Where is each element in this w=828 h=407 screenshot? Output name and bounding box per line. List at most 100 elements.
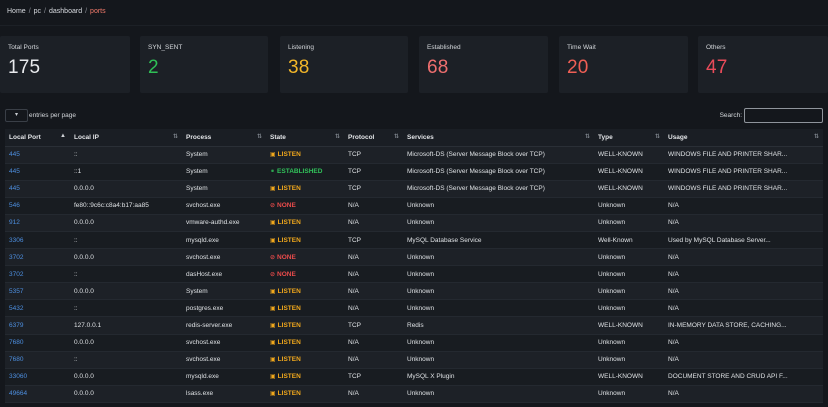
protocol-cell: TCP bbox=[344, 316, 403, 335]
local-port-cell[interactable]: 912 bbox=[5, 214, 70, 232]
process-cell: System bbox=[182, 180, 266, 198]
local-port-cell[interactable]: 445 bbox=[5, 163, 70, 181]
local-port-cell[interactable]: 445 bbox=[5, 146, 70, 164]
local-port-cell[interactable]: 445 bbox=[5, 180, 70, 198]
state-badge: ▣ LISTEN bbox=[270, 373, 301, 380]
state-badge: ▣ LISTEN bbox=[270, 339, 301, 346]
table-row[interactable]: 5432:: postgres.exe ▣ LISTEN N/A Unknown Unkno… bbox=[5, 299, 823, 318]
local-port-cell[interactable]: 49664 bbox=[5, 385, 70, 403]
lock-icon: ▣ bbox=[270, 288, 276, 295]
local-port-cell[interactable]: 33060 bbox=[5, 368, 70, 386]
column-header-type[interactable]: Type ⇅ bbox=[594, 129, 664, 147]
state-label: LISTEN bbox=[277, 373, 301, 381]
table-row[interactable]: 5357 0.0.0.0 System ▣ LISTEN N/A Unknown Unknow… bbox=[5, 282, 823, 301]
stat-label: Established bbox=[427, 44, 461, 51]
table-row[interactable]: 7680 0.0.0.0 svchost.exe ▣ LISTEN N/A Unknown U… bbox=[5, 334, 823, 352]
local-ip-cell: fe80::9c6c:c8a4:b17:aa85 bbox=[70, 197, 182, 215]
process-cell: dasHost.exe bbox=[182, 265, 266, 284]
stat-value: 175 bbox=[8, 57, 41, 78]
table-row[interactable]: 49664 0.0.0.0 lsass.exe ▣ LISTEN N/A Unknown Un… bbox=[5, 385, 823, 403]
local-port-cell[interactable]: 3306 bbox=[5, 231, 70, 250]
service-cell: Unknown bbox=[403, 334, 594, 352]
usage-cell: N/A bbox=[664, 334, 823, 352]
breadcrumb-dashboard[interactable]: dashboard bbox=[49, 8, 83, 15]
table-row[interactable]: 445::1 System ⚭ ESTABLISHED TCP Microsoft-DS … bbox=[5, 163, 823, 181]
table-row[interactable]: 33060 0.0.0.0 mysqld.exe ▣ LISTEN TCP MySQL X … bbox=[5, 368, 823, 386]
stat-card-syn-sent: SYN_SENT 2 bbox=[140, 36, 268, 93]
state-badge: ▣ LISTEN bbox=[270, 322, 301, 329]
state-label: LISTEN bbox=[277, 287, 301, 295]
service-cell: Unknown bbox=[403, 351, 594, 369]
lock-icon: ▣ bbox=[270, 374, 276, 381]
local-ip-cell: :: bbox=[70, 299, 182, 318]
stat-value: 47 bbox=[706, 57, 728, 78]
breadcrumb-separator: / bbox=[85, 8, 88, 15]
state-badge: ⊘ NONE bbox=[270, 271, 296, 278]
prohibited-icon: ⊘ bbox=[270, 254, 276, 261]
column-header-protocol[interactable]: Protocol ⇅ bbox=[344, 129, 403, 147]
local-ip-cell: 0.0.0.0 bbox=[70, 214, 182, 232]
breadcrumb-pc[interactable]: pc bbox=[33, 8, 42, 15]
search-input[interactable] bbox=[744, 108, 823, 123]
table-row[interactable]: 445:: System ▣ LISTEN TCP Microsoft-DS (Serve… bbox=[5, 146, 823, 164]
process-cell: svchost.exe bbox=[182, 334, 266, 352]
process-cell: postgres.exe bbox=[182, 299, 266, 318]
type-cell: Unknown bbox=[594, 248, 664, 267]
column-header-usage[interactable]: Usage ⇅ bbox=[664, 129, 823, 147]
usage-cell: WINDOWS FILE AND PRINTER SHAR... bbox=[664, 180, 823, 198]
table-row[interactable]: 3306:: mysqld.exe ▣ LISTEN TCP MySQL Database… bbox=[5, 231, 823, 250]
table-row[interactable]: 912 0.0.0.0 vmware-authd.exe ▣ LISTEN N/A Unkn… bbox=[5, 214, 823, 232]
state-cell: ▣ LISTEN bbox=[266, 146, 344, 164]
table-row[interactable]: 445 0.0.0.0 System ▣ LISTEN TCP Microsoft-DS (… bbox=[5, 180, 823, 198]
state-badge: ▣ LISTEN bbox=[270, 305, 301, 312]
table-row[interactable]: 3702:: dasHost.exe ⊘ NONE N/A Unknown Unknown N… bbox=[5, 265, 823, 284]
table-row[interactable]: 7680:: svchost.exe ▣ LISTEN N/A Unknown Unknow… bbox=[5, 351, 823, 369]
stat-label: Time Wait bbox=[567, 44, 596, 51]
breadcrumb-home[interactable]: Home bbox=[7, 8, 26, 15]
sort-asc-icon: ▲ bbox=[60, 133, 66, 139]
local-port-cell[interactable]: 546 bbox=[5, 197, 70, 215]
table-row[interactable]: 3702 0.0.0.0 svchost.exe ⊘ NONE N/A Unknown Unk… bbox=[5, 248, 823, 267]
table-body: 445:: System ▣ LISTEN TCP Microsoft-DS (Serve… bbox=[5, 146, 823, 403]
lock-icon: ▣ bbox=[270, 186, 276, 193]
local-port-cell[interactable]: 3702 bbox=[5, 248, 70, 267]
state-cell: ⊘ NONE bbox=[266, 248, 344, 267]
sort-icon: ⇅ bbox=[813, 134, 819, 140]
state-label: LISTEN bbox=[277, 304, 301, 312]
stat-label: Total Ports bbox=[8, 44, 39, 51]
protocol-cell: TCP bbox=[344, 231, 403, 250]
table-header-row: Local Port ▲ Local IP ⇅ Process ⇅ State ⇅ Pr… bbox=[5, 129, 823, 147]
local-ip-cell: :: bbox=[70, 265, 182, 284]
protocol-cell: N/A bbox=[344, 282, 403, 301]
process-cell: mysqld.exe bbox=[182, 231, 266, 250]
local-port-cell[interactable]: 7680 bbox=[5, 334, 70, 352]
local-port-cell[interactable]: 7680 bbox=[5, 351, 70, 369]
state-badge: ⚭ ESTABLISHED bbox=[270, 168, 322, 175]
state-label: NONE bbox=[277, 202, 296, 210]
table-row[interactable]: 546 fe80::9c6c:c8a4:b17:aa85 svchost.exe ⊘ N… bbox=[5, 197, 823, 215]
column-header-local-ip[interactable]: Local IP ⇅ bbox=[70, 129, 182, 147]
protocol-cell: TCP bbox=[344, 146, 403, 164]
state-cell: ▣ LISTEN bbox=[266, 231, 344, 250]
local-port-cell[interactable]: 3702 bbox=[5, 265, 70, 284]
state-label: NONE bbox=[277, 270, 296, 278]
state-label: LISTEN bbox=[277, 151, 301, 159]
stat-value: 68 bbox=[427, 57, 449, 78]
column-header-state[interactable]: State ⇅ bbox=[266, 129, 344, 147]
table-row[interactable]: 6379 127.0.0.1 redis-server.exe ▣ LISTEN TCP R… bbox=[5, 316, 823, 335]
column-header-services[interactable]: Services ⇅ bbox=[403, 129, 594, 147]
entries-per-page-select[interactable]: ▾ bbox=[5, 109, 28, 122]
local-port-cell[interactable]: 6379 bbox=[5, 316, 70, 335]
state-badge: ▣ LISTEN bbox=[270, 237, 301, 244]
local-port-cell[interactable]: 5432 bbox=[5, 299, 70, 318]
usage-cell: DOCUMENT STORE AND CRUD API F... bbox=[664, 368, 823, 386]
column-header-process[interactable]: Process ⇅ bbox=[182, 129, 266, 147]
service-cell: Redis bbox=[403, 316, 594, 335]
state-cell: ▣ LISTEN bbox=[266, 334, 344, 352]
sort-icon: ⇅ bbox=[654, 134, 660, 140]
local-port-cell[interactable]: 5357 bbox=[5, 282, 70, 301]
column-header-local-port[interactable]: Local Port ▲ bbox=[5, 129, 70, 147]
process-cell: mysqld.exe bbox=[182, 368, 266, 386]
type-cell: WELL-KNOWN bbox=[594, 368, 664, 386]
usage-cell: N/A bbox=[664, 299, 823, 318]
